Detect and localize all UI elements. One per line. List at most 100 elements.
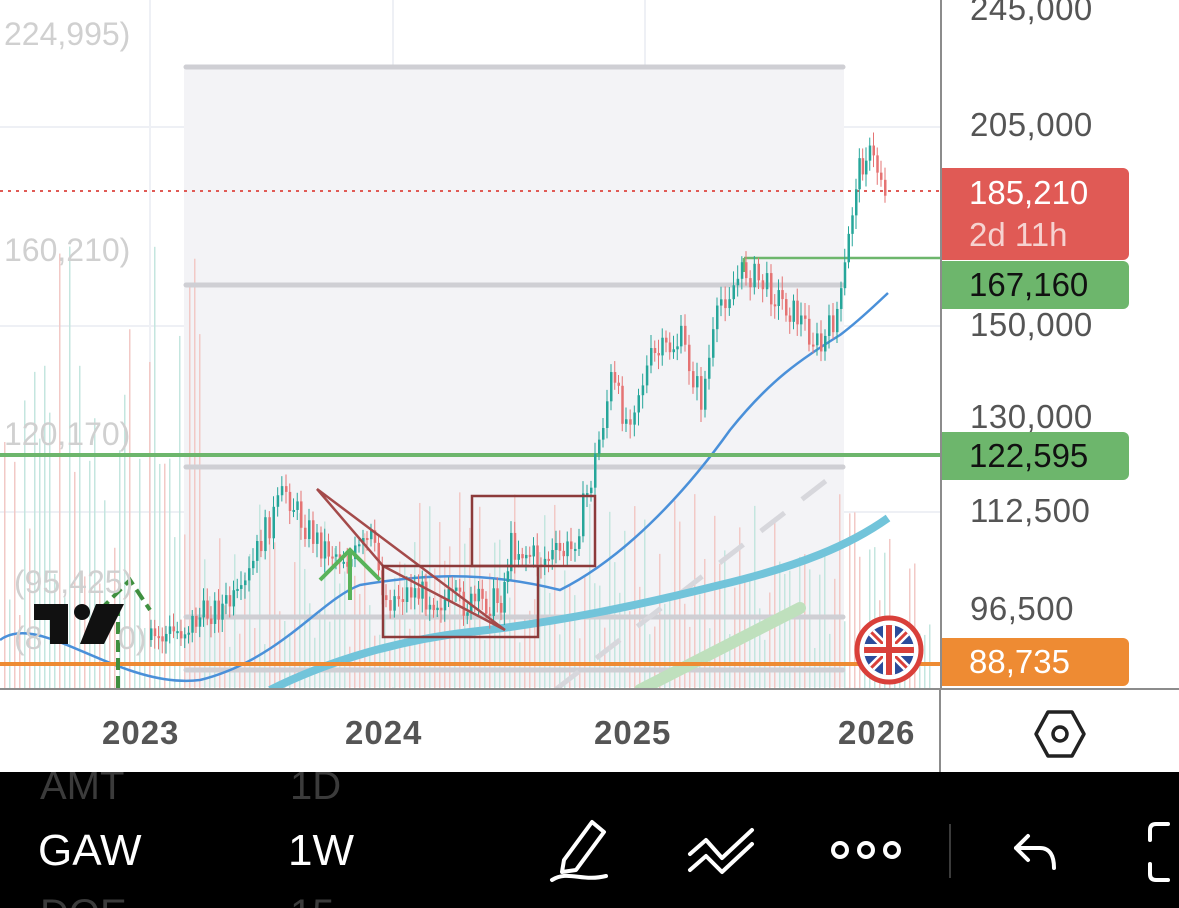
candle-body bbox=[633, 412, 636, 425]
price-chart[interactable] bbox=[0, 0, 940, 688]
candle-body bbox=[206, 600, 209, 619]
candle-body bbox=[876, 155, 879, 173]
year-label: 2023 bbox=[102, 714, 180, 751]
volume-bar bbox=[399, 561, 401, 688]
candle-body bbox=[872, 145, 875, 156]
volume-bar bbox=[239, 633, 241, 688]
candle-body bbox=[165, 633, 168, 642]
candle-body bbox=[785, 299, 788, 316]
candle-body bbox=[777, 290, 780, 307]
year-label: 2024 bbox=[345, 714, 423, 751]
volume-bar bbox=[789, 570, 791, 688]
volume-bar bbox=[529, 610, 531, 688]
interval-selector[interactable]: 1W bbox=[288, 826, 354, 875]
volume-bar bbox=[109, 614, 111, 688]
candle-body bbox=[745, 262, 748, 279]
watermark-value: 0) bbox=[118, 620, 147, 656]
candle-body bbox=[525, 554, 528, 559]
volume-bar bbox=[344, 571, 346, 688]
chart-canvas[interactable]: 224,995) 160,210) 120,170) (95,425) (8 0… bbox=[0, 0, 940, 688]
green-channel-line bbox=[634, 602, 806, 688]
candle-body bbox=[692, 371, 695, 388]
candle-body bbox=[157, 636, 160, 639]
candle-body bbox=[428, 604, 432, 610]
candle-body bbox=[629, 419, 632, 425]
candle-body bbox=[851, 215, 854, 234]
candle-body bbox=[602, 428, 605, 440]
candle-body bbox=[217, 600, 220, 620]
candle-body bbox=[843, 262, 847, 289]
candle-body bbox=[417, 588, 420, 599]
candle-body bbox=[570, 541, 573, 550]
price-axis[interactable]: 245,000 205,000 150,000 130,000 112,500 … bbox=[940, 0, 1179, 688]
volume-bar bbox=[329, 621, 331, 688]
price-tick: 130,000 bbox=[970, 398, 1093, 435]
volume-bar bbox=[284, 621, 286, 688]
candle-body bbox=[354, 545, 357, 560]
candle-body bbox=[346, 561, 349, 567]
volume-bar bbox=[354, 575, 356, 688]
drawing-tools-icon[interactable] bbox=[686, 824, 758, 876]
volume-bar bbox=[834, 578, 836, 688]
candle-body bbox=[256, 541, 259, 561]
volume-bar bbox=[594, 583, 596, 688]
volume-bar bbox=[124, 394, 126, 688]
candle-body bbox=[232, 590, 235, 607]
volume-bar bbox=[24, 400, 26, 688]
candle-body bbox=[812, 344, 815, 347]
pen-icon[interactable] bbox=[548, 814, 614, 884]
volume-bar bbox=[719, 563, 721, 688]
candle-body bbox=[492, 588, 495, 617]
candle-body bbox=[425, 581, 428, 610]
axis-divider bbox=[939, 690, 941, 774]
volume-bar bbox=[634, 506, 636, 688]
candle-body bbox=[847, 233, 850, 263]
candle-body bbox=[724, 299, 727, 309]
candle-body bbox=[555, 542, 558, 551]
candle-body bbox=[804, 315, 807, 319]
candle-body bbox=[397, 596, 400, 600]
volume-bar bbox=[514, 494, 516, 688]
candle-body bbox=[447, 589, 450, 600]
undo-icon[interactable] bbox=[1010, 832, 1058, 872]
candle-body bbox=[327, 541, 330, 557]
rectangle-drawing-2 bbox=[470, 494, 597, 568]
volume-bar bbox=[629, 611, 631, 688]
tradingview-logo-icon bbox=[34, 604, 124, 644]
candle-body bbox=[676, 346, 679, 350]
candle-body bbox=[276, 495, 280, 507]
volume-bar bbox=[94, 418, 96, 688]
candle-body bbox=[393, 596, 396, 611]
volume-bar bbox=[59, 253, 61, 688]
volume-bar bbox=[119, 450, 121, 688]
year-label: 2025 bbox=[594, 714, 672, 751]
volume-bar bbox=[129, 329, 131, 688]
volume-bar bbox=[9, 599, 11, 688]
volume-bar bbox=[179, 335, 181, 688]
volume-bar bbox=[409, 628, 411, 688]
candle-body bbox=[700, 376, 703, 410]
volume-bar bbox=[264, 644, 266, 688]
symbol-selector[interactable]: GAW bbox=[38, 826, 142, 875]
volume-bar bbox=[339, 583, 341, 688]
candle-body bbox=[466, 612, 469, 616]
candle-body bbox=[225, 595, 228, 604]
volume-bar bbox=[434, 568, 436, 688]
candle-body bbox=[342, 561, 345, 564]
time-axis[interactable]: 2023 2024 2025 2026 bbox=[0, 688, 1179, 774]
volume-bar bbox=[269, 534, 271, 688]
settings-icon[interactable] bbox=[1034, 708, 1086, 760]
volume-bar bbox=[654, 626, 656, 688]
candle-body bbox=[168, 626, 172, 634]
level-badge-122595: 122,595 bbox=[942, 432, 1129, 480]
more-icon[interactable] bbox=[830, 838, 902, 862]
volume-bar bbox=[859, 556, 861, 688]
fullscreen-icon[interactable] bbox=[1146, 820, 1179, 884]
candle-body bbox=[661, 337, 664, 356]
volume-bar bbox=[929, 624, 931, 688]
candle-body bbox=[288, 491, 292, 511]
volume-bar bbox=[439, 522, 441, 688]
volume-bar bbox=[554, 504, 556, 688]
candle-body bbox=[377, 542, 380, 571]
watermark-value: 120,170) bbox=[4, 416, 131, 452]
